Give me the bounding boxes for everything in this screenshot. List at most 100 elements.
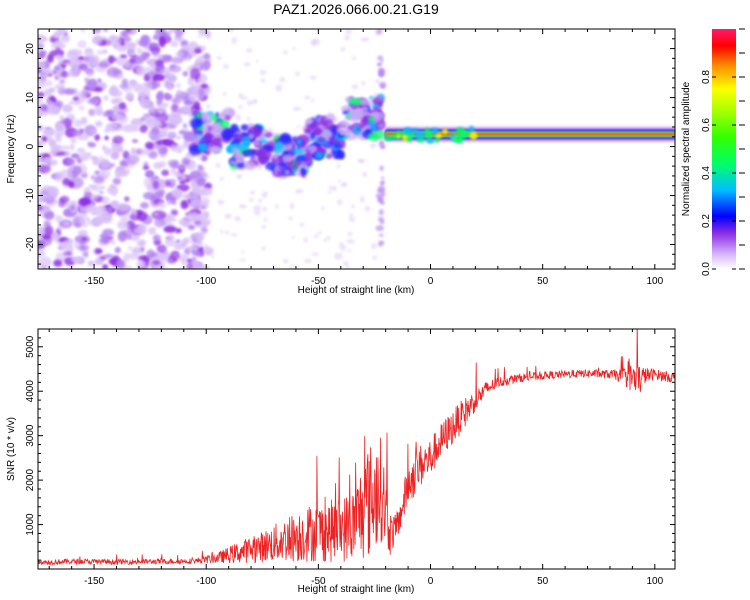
spectrogram-cell bbox=[154, 264, 161, 269]
snr-series-line bbox=[38, 329, 675, 566]
spectrogram-cell bbox=[262, 194, 267, 198]
spectrogram-cell bbox=[414, 130, 426, 139]
spectrogram-cell bbox=[351, 204, 355, 209]
spectrogram-cell bbox=[175, 83, 181, 88]
spectrogram-cell bbox=[124, 196, 130, 202]
spectrogram-cell bbox=[396, 134, 402, 139]
spectrogram-cell bbox=[180, 199, 189, 210]
spectrogram-cell bbox=[351, 84, 359, 90]
spectrogram-cell bbox=[130, 147, 137, 156]
spectrogram-cell bbox=[217, 199, 225, 205]
spectrogram-cell bbox=[74, 241, 80, 249]
spectrogram-cell bbox=[260, 129, 269, 134]
spectrogram-cell bbox=[179, 190, 183, 196]
spectrogram-cell bbox=[275, 84, 283, 92]
spectrogram-cell bbox=[160, 130, 168, 139]
spectrogram-cell bbox=[315, 151, 324, 160]
spectrogram-cell bbox=[167, 83, 173, 91]
spectrogram-cell bbox=[364, 206, 371, 212]
spectrogram-cell bbox=[42, 156, 52, 164]
spectrogram-cell bbox=[424, 131, 433, 140]
spectrogram-cell bbox=[93, 216, 105, 224]
spectrogram-cell bbox=[48, 87, 56, 93]
spectrogram-cell bbox=[248, 198, 255, 202]
spectrogram-cell bbox=[122, 229, 133, 238]
spectrogram-cell bbox=[265, 144, 274, 151]
spectrogram-cell bbox=[272, 153, 279, 160]
spectrogram-cell bbox=[459, 130, 467, 139]
spectrogram-cell bbox=[241, 250, 245, 254]
spectrogram-cell bbox=[279, 77, 286, 83]
spectrogram-cell bbox=[38, 110, 43, 116]
spectrogram-cell bbox=[219, 114, 225, 119]
spectrogram-cell bbox=[41, 266, 47, 269]
x-tick-label: -150 bbox=[84, 276, 104, 287]
spectrogram-cell bbox=[43, 37, 48, 41]
spectrogram-cell bbox=[196, 56, 202, 64]
spectrogram-cell bbox=[377, 62, 383, 66]
spectrogram-cell bbox=[201, 196, 210, 206]
spectrogram-cell bbox=[76, 243, 90, 252]
spectrogram-cell bbox=[289, 202, 295, 210]
spectrogram-cell bbox=[224, 115, 232, 121]
tone-band bbox=[385, 133, 675, 136]
spectrogram-cell bbox=[156, 90, 164, 101]
spectrogram-cell bbox=[169, 144, 178, 152]
spectrogram-cell bbox=[104, 128, 110, 134]
spectrogram-cell bbox=[47, 100, 55, 109]
spectrogram-cell bbox=[235, 114, 241, 121]
spectrogram-cell bbox=[261, 246, 266, 251]
spectrogram-cell bbox=[158, 108, 163, 115]
spectrogram-cell bbox=[299, 222, 305, 227]
spectrogram-cell bbox=[133, 210, 138, 217]
spectrogram-cell bbox=[171, 179, 177, 183]
spectrogram-cell bbox=[342, 110, 348, 115]
spectrogram-cell bbox=[62, 59, 70, 64]
spectrogram-cell bbox=[59, 71, 71, 78]
spectrogram-cell bbox=[309, 121, 320, 131]
spectrogram-cell bbox=[201, 45, 205, 50]
spectrogram-cell bbox=[79, 239, 86, 245]
spectrogram-cell bbox=[311, 98, 315, 103]
spectrogram-cell bbox=[328, 137, 335, 142]
spectrogram-cell bbox=[112, 177, 122, 185]
spectrogram-cell bbox=[183, 126, 189, 132]
spectrogram-cell bbox=[192, 257, 196, 263]
spectrogram-cell bbox=[290, 150, 295, 156]
spectrogram-cell bbox=[86, 78, 98, 89]
spectrogram-cell bbox=[224, 213, 232, 219]
spectrogram-cell bbox=[163, 225, 177, 233]
spectrogram-cell bbox=[112, 42, 120, 48]
spectrogram-cell bbox=[282, 154, 294, 162]
spectrogram-cell bbox=[220, 229, 224, 234]
spectrogram-cell bbox=[140, 51, 149, 61]
spectrogram-cell bbox=[58, 238, 65, 242]
spectrogram-cell bbox=[203, 53, 211, 60]
x-tick-label: -100 bbox=[196, 576, 216, 587]
spectrogram-cell bbox=[114, 246, 121, 254]
spectrogram-cell bbox=[167, 216, 177, 222]
spectrogram-cell bbox=[324, 119, 334, 131]
spectrogram-cell bbox=[143, 161, 149, 167]
spectrogram-cell bbox=[201, 112, 213, 124]
spectrogram-cell bbox=[63, 220, 70, 227]
spectrogram-cell bbox=[234, 216, 241, 222]
spectrogram-cell bbox=[87, 261, 94, 266]
spectrogram-cell bbox=[43, 210, 55, 220]
spectrogram-cell bbox=[180, 45, 189, 51]
spectrogram-cell bbox=[52, 70, 57, 75]
spectrogram-cell bbox=[95, 109, 104, 116]
spectrogram-cell bbox=[109, 184, 116, 189]
spectrogram-cell bbox=[82, 223, 88, 228]
x-tick-label: -150 bbox=[84, 576, 104, 587]
spectrogram-cell bbox=[180, 39, 189, 47]
spectrogram-cell bbox=[450, 133, 456, 140]
spectrogram-cell bbox=[295, 171, 302, 177]
spectrogram-cell bbox=[132, 83, 143, 93]
spectrogram-cell bbox=[360, 37, 370, 42]
spectrogram-cell bbox=[140, 148, 151, 156]
spectrogram-cell bbox=[118, 102, 127, 110]
spectrogram-cell bbox=[296, 138, 303, 146]
spectrogram-cell bbox=[347, 249, 352, 253]
spectrogram-cell bbox=[116, 209, 122, 215]
